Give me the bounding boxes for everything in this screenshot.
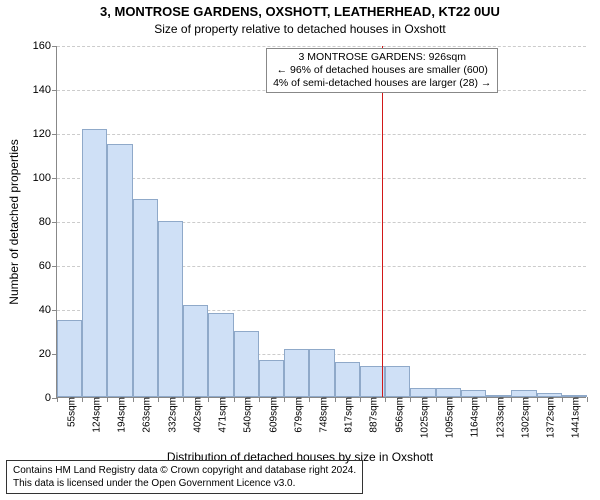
xtick-mark	[57, 397, 58, 402]
xtick-label: 748sqm	[315, 397, 330, 433]
gridline	[57, 134, 586, 135]
xtick-mark	[259, 397, 260, 402]
xtick-label: 1025sqm	[415, 397, 430, 438]
gridline	[57, 178, 586, 179]
xtick-mark	[234, 397, 235, 402]
xtick-label: 540sqm	[239, 397, 254, 433]
histogram-bar	[158, 221, 183, 397]
histogram-bar	[385, 366, 410, 397]
xtick-label: 817sqm	[340, 397, 355, 433]
xtick-label: 1233sqm	[491, 397, 506, 438]
histogram-bar	[284, 349, 309, 397]
histogram-bar	[335, 362, 360, 397]
xtick-mark	[511, 397, 512, 402]
xtick-mark	[486, 397, 487, 402]
xtick-label: 1441sqm	[567, 397, 582, 438]
xtick-mark	[436, 397, 437, 402]
xtick-mark	[82, 397, 83, 402]
ytick-label: 60	[39, 260, 57, 272]
xtick-label: 471sqm	[214, 397, 229, 433]
histogram-bar	[57, 320, 82, 397]
histogram-bar	[133, 199, 158, 397]
gridline	[57, 46, 586, 47]
xtick-label: 956sqm	[390, 397, 405, 433]
ytick-label: 80	[39, 216, 57, 228]
marker-annotation-line: 4% of semi-detached houses are larger (2…	[273, 77, 491, 90]
xtick-label: 194sqm	[113, 397, 128, 433]
xtick-label: 679sqm	[289, 397, 304, 433]
xtick-mark	[385, 397, 386, 402]
xtick-label: 609sqm	[264, 397, 279, 433]
histogram-bar	[107, 144, 132, 397]
ytick-label: 140	[33, 84, 57, 96]
xtick-label: 1302sqm	[516, 397, 531, 438]
histogram-bar	[309, 349, 334, 397]
ytick-label: 40	[39, 304, 57, 316]
chart-subtitle: Size of property relative to detached ho…	[0, 22, 600, 36]
plot-area: 02040608010012014016055sqm124sqm194sqm26…	[56, 46, 586, 398]
xtick-mark	[158, 397, 159, 402]
marker-annotation-line: 3 MONTROSE GARDENS: 926sqm	[273, 51, 491, 64]
xtick-mark	[133, 397, 134, 402]
xtick-label: 887sqm	[365, 397, 380, 433]
xtick-label: 1095sqm	[441, 397, 456, 438]
y-axis-label: Number of detached properties	[7, 139, 21, 304]
marker-annotation: 3 MONTROSE GARDENS: 926sqm← 96% of detac…	[266, 48, 498, 93]
xtick-mark	[208, 397, 209, 402]
histogram-bar	[208, 313, 233, 397]
xtick-mark	[284, 397, 285, 402]
histogram-bar	[436, 388, 461, 397]
xtick-mark	[360, 397, 361, 402]
ytick-label: 100	[33, 172, 57, 184]
xtick-label: 332sqm	[163, 397, 178, 433]
ytick-label: 20	[39, 348, 57, 360]
marker-annotation-line: ← 96% of detached houses are smaller (60…	[273, 64, 491, 77]
xtick-label: 124sqm	[87, 397, 102, 433]
xtick-label: 263sqm	[138, 397, 153, 433]
ytick-label: 0	[45, 392, 57, 404]
histogram-bar	[234, 331, 259, 397]
footer-line: This data is licensed under the Open Gov…	[13, 477, 356, 490]
xtick-mark	[537, 397, 538, 402]
xtick-label: 402sqm	[188, 397, 203, 433]
xtick-mark	[335, 397, 336, 402]
xtick-mark	[562, 397, 563, 402]
histogram-bar	[511, 390, 536, 397]
histogram-bar	[410, 388, 435, 397]
xtick-mark	[410, 397, 411, 402]
xtick-label: 1372sqm	[542, 397, 557, 438]
histogram-bar	[82, 129, 107, 397]
histogram-bar	[259, 360, 284, 397]
ytick-label: 160	[33, 40, 57, 52]
xtick-mark	[587, 397, 588, 402]
marker-line	[382, 46, 383, 397]
ytick-label: 120	[33, 128, 57, 140]
xtick-mark	[461, 397, 462, 402]
chart-container: 3, MONTROSE GARDENS, OXSHOTT, LEATHERHEA…	[0, 0, 600, 500]
footer-line: Contains HM Land Registry data © Crown c…	[13, 464, 356, 477]
xtick-mark	[107, 397, 108, 402]
xtick-mark	[183, 397, 184, 402]
xtick-label: 1164sqm	[466, 397, 481, 437]
histogram-bar	[461, 390, 486, 397]
xtick-label: 55sqm	[62, 397, 77, 427]
xtick-mark	[309, 397, 310, 402]
attribution-footer: Contains HM Land Registry data © Crown c…	[6, 460, 363, 494]
histogram-bar	[183, 305, 208, 397]
chart-title: 3, MONTROSE GARDENS, OXSHOTT, LEATHERHEA…	[0, 4, 600, 19]
